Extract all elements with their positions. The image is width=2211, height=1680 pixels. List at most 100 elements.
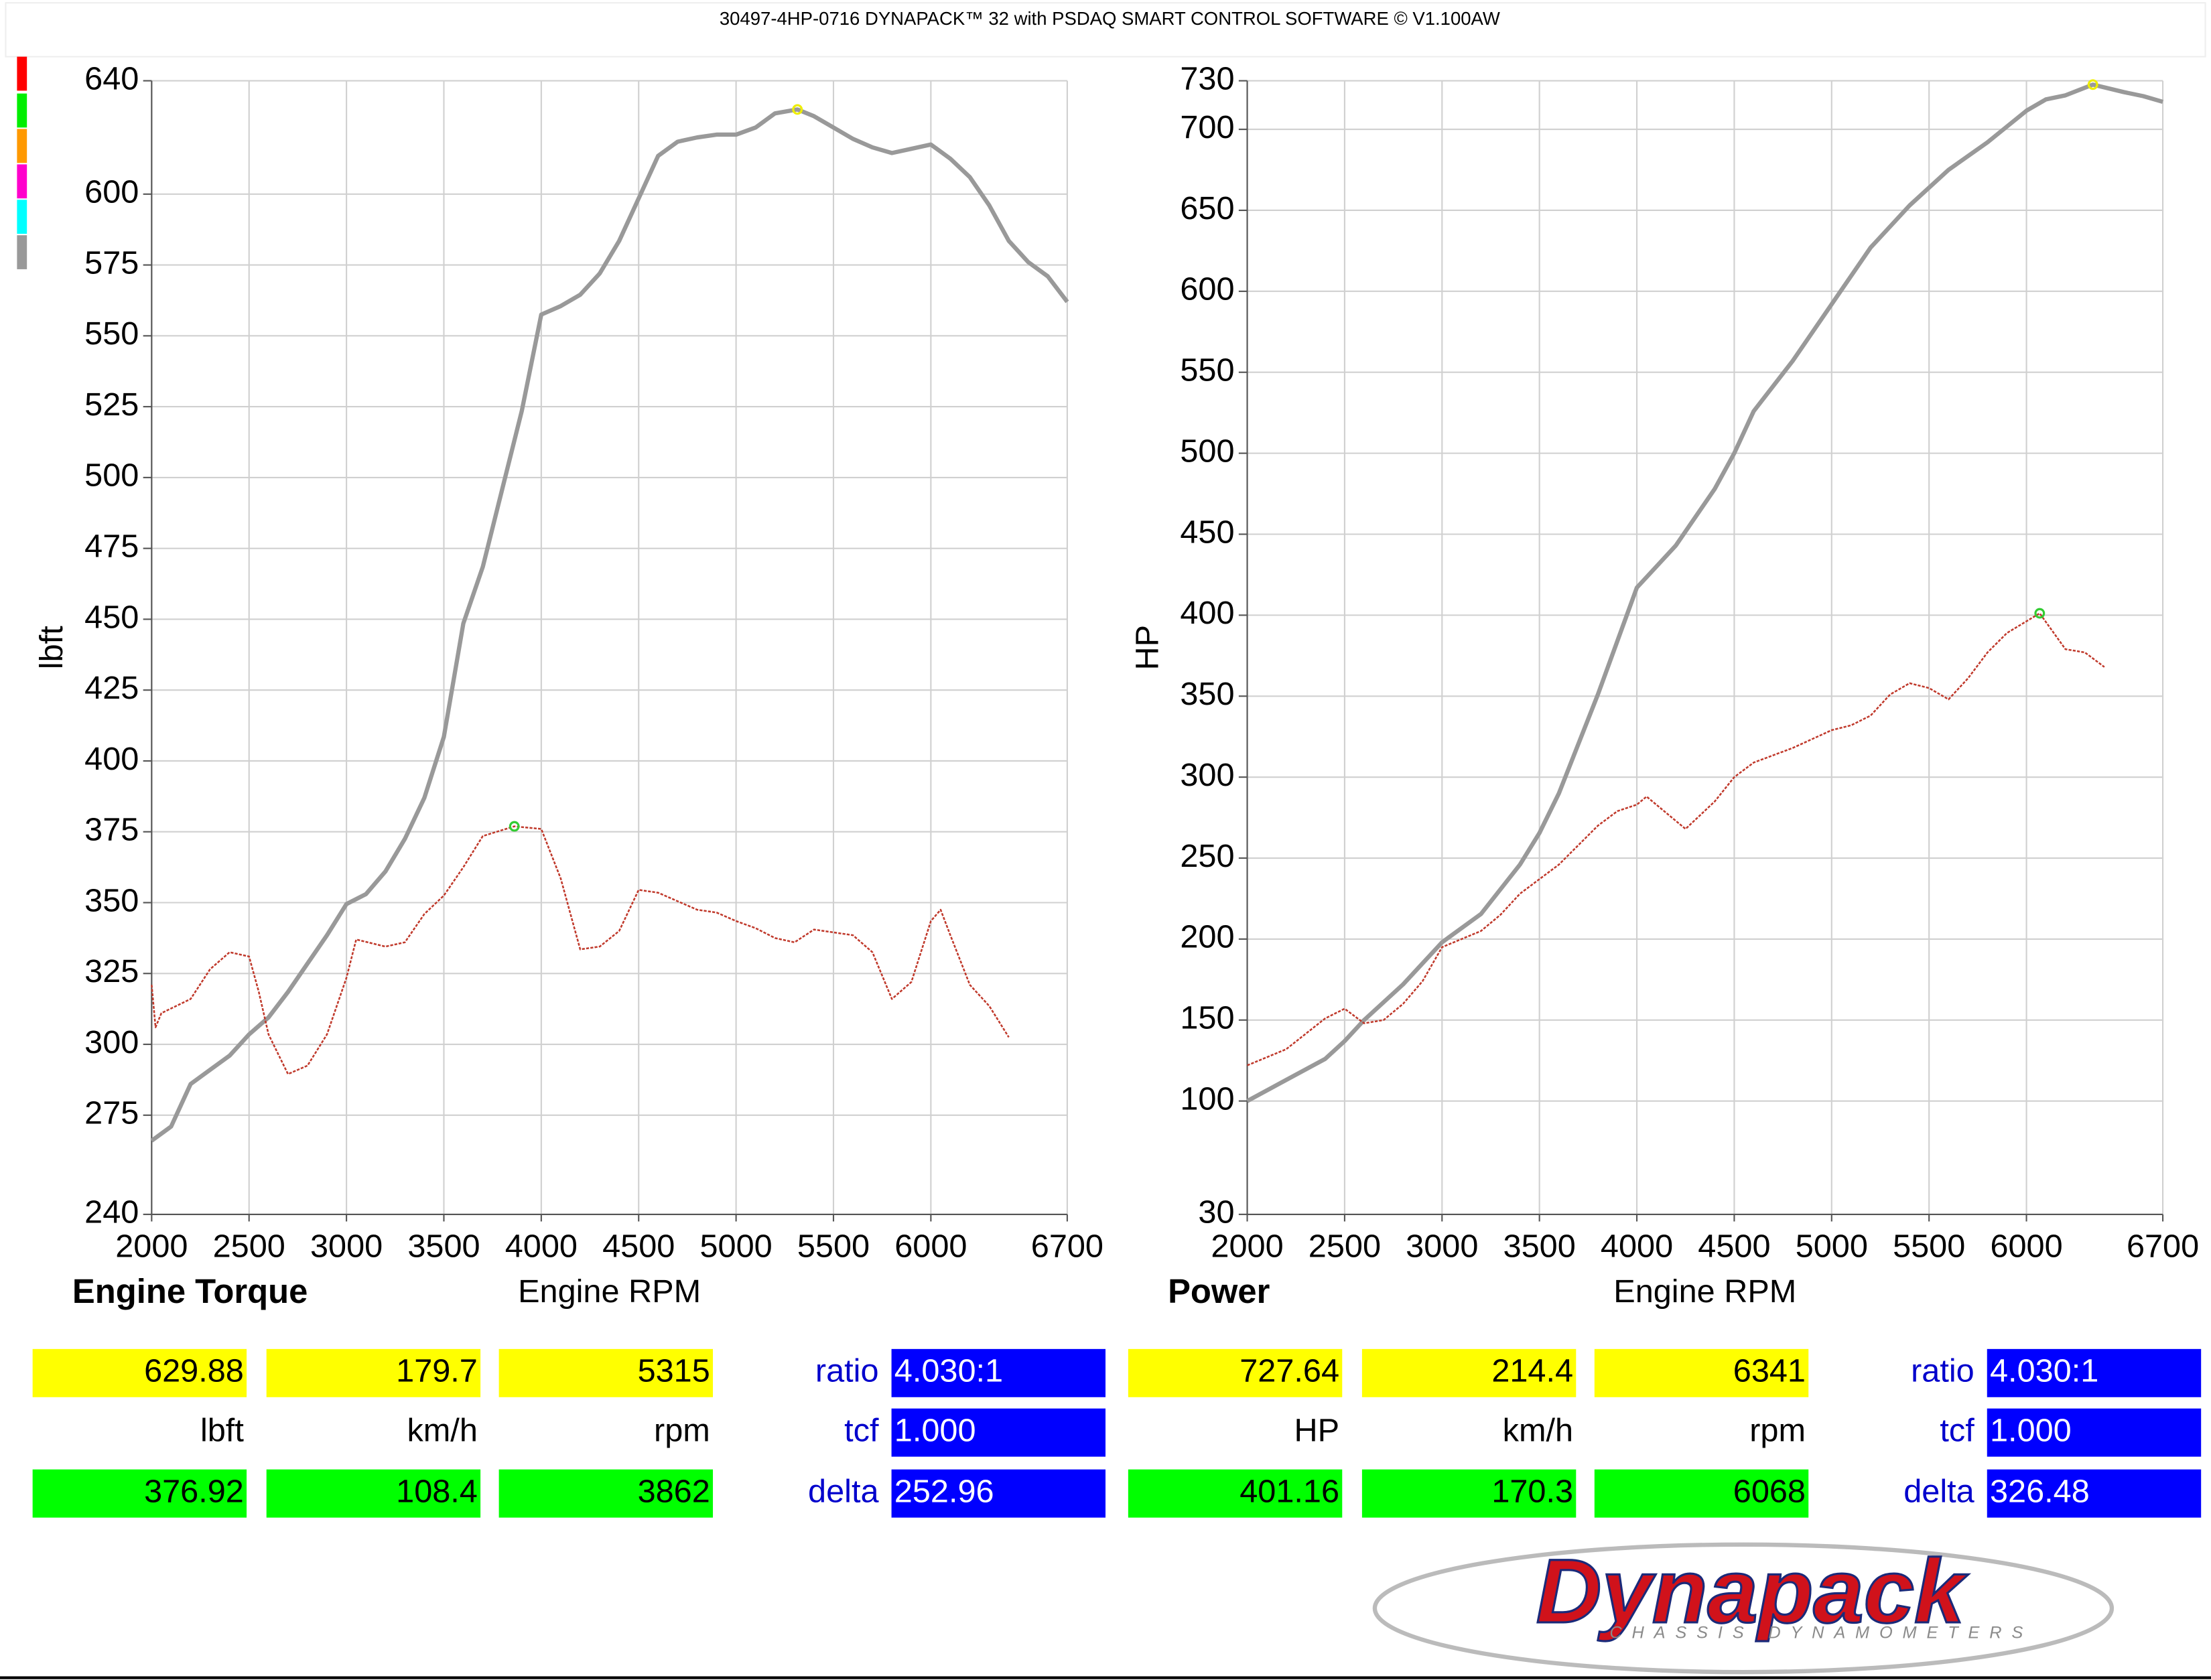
readout-cell: 3862 <box>638 1473 710 1509</box>
readout-value: 4.030:1 <box>1990 1353 2098 1389</box>
readout-value: 326.48 <box>1990 1473 2090 1509</box>
x-tick-label: 3000 <box>310 1228 383 1264</box>
readout-box <box>1594 1348 1809 1397</box>
y-tick-label: 240 <box>84 1194 139 1231</box>
readout-label: delta <box>1903 1473 1974 1509</box>
y-tick-label: 600 <box>1180 271 1234 307</box>
swatch <box>17 56 27 91</box>
chart-title: Engine Torque <box>72 1272 308 1310</box>
swatch <box>17 235 27 269</box>
y-tick-label: 500 <box>84 458 139 494</box>
y-tick-label: 350 <box>84 882 139 918</box>
y-axis-label: lbft <box>34 626 70 669</box>
x-tick-label: 5500 <box>797 1228 870 1264</box>
readout-cell: km/h <box>407 1412 477 1448</box>
readout-box <box>1361 1469 1577 1518</box>
readout-cell: 6068 <box>1733 1473 1806 1509</box>
readout-cell: HP <box>1294 1412 1339 1448</box>
x-tick-label: 5000 <box>699 1228 772 1264</box>
header-box <box>5 2 2206 58</box>
peak-marker <box>792 104 803 115</box>
swatch <box>17 129 27 163</box>
readout-box <box>1987 1408 2202 1457</box>
x-tick-label: 4000 <box>505 1228 578 1264</box>
logo: Dynapack CHASSIS DYNAMOMETERS <box>1372 1539 2115 1675</box>
y-tick-label: 200 <box>1180 919 1234 955</box>
y-tick-label: 600 <box>84 174 139 210</box>
readout-box <box>1128 1348 1343 1397</box>
x-tick-label: 6700 <box>2127 1228 2199 1264</box>
readout-label: tcf <box>844 1412 879 1448</box>
readout-cell: 170.3 <box>1491 1473 1573 1509</box>
y-tick-label: 425 <box>84 670 139 706</box>
x-axis-label: Engine RPM <box>518 1273 701 1310</box>
x-tick-label: 3000 <box>1406 1228 1478 1264</box>
peak-marker <box>2034 608 2046 619</box>
readout-cell: rpm <box>1749 1412 1806 1448</box>
y-tick-label: 450 <box>1180 514 1234 550</box>
series-line <box>1247 612 2105 1066</box>
readout-cell: 108.4 <box>396 1473 478 1509</box>
readout-cell: lbft <box>200 1412 244 1448</box>
series-line <box>151 825 1010 1075</box>
readout-box <box>266 1348 481 1397</box>
x-tick-label: 3500 <box>1503 1228 1576 1264</box>
y-tick-label: 550 <box>84 316 139 352</box>
readout-label: ratio <box>815 1353 879 1389</box>
peak-marker <box>509 821 520 832</box>
y-tick-label: 300 <box>84 1024 139 1060</box>
y-tick-label: 730 <box>1180 60 1234 96</box>
readout-box <box>1128 1469 1343 1518</box>
y-tick-label: 450 <box>84 599 139 635</box>
readout-box <box>891 1348 1106 1397</box>
y-tick-label: 475 <box>84 528 139 564</box>
readout-box <box>891 1469 1106 1518</box>
header-title: 30497-4HP-0716 DYNAPACK™ 32 with PSDAQ S… <box>720 8 1500 29</box>
y-tick-label: 350 <box>1180 676 1234 712</box>
y-axis-label: HP <box>1129 625 1165 671</box>
x-tick-label: 2500 <box>1309 1228 1381 1264</box>
readout-cell: 214.4 <box>1491 1353 1573 1389</box>
y-tick-label: 575 <box>84 244 139 281</box>
peak-marker <box>2087 79 2098 90</box>
y-tick-label: 325 <box>84 953 139 989</box>
readout-box <box>1987 1469 2202 1518</box>
x-tick-label: 4500 <box>1698 1228 1770 1264</box>
readout-cell: rpm <box>654 1412 710 1448</box>
x-tick-label: 6000 <box>1990 1228 2062 1264</box>
x-tick-label: 6000 <box>894 1228 967 1264</box>
y-tick-label: 250 <box>1180 838 1234 874</box>
x-tick-label: 6700 <box>1031 1228 1103 1264</box>
swatch <box>17 164 27 199</box>
y-tick-label: 700 <box>1180 109 1234 145</box>
readout-label: ratio <box>1911 1353 1974 1389</box>
y-tick-label: 650 <box>1180 190 1234 226</box>
y-tick-label: 150 <box>1180 1000 1234 1036</box>
y-tick-label: 400 <box>1180 595 1234 631</box>
y-tick-label: 640 <box>84 60 139 96</box>
readout-cell: km/h <box>1503 1412 1573 1448</box>
readout-value: 252.96 <box>894 1473 994 1509</box>
swatch <box>17 200 27 234</box>
y-tick-label: 375 <box>84 812 139 848</box>
x-tick-label: 5500 <box>1893 1228 1965 1264</box>
y-tick-label: 500 <box>1180 433 1234 469</box>
logo-swoosh <box>1372 1542 2115 1675</box>
y-tick-label: 550 <box>1180 352 1234 389</box>
y-tick-label: 400 <box>84 741 139 777</box>
x-tick-label: 4000 <box>1601 1228 1673 1264</box>
x-tick-label: 3500 <box>407 1228 480 1264</box>
readout-cell: 6341 <box>1733 1353 1806 1389</box>
readout-cell: 401.16 <box>1240 1473 1339 1509</box>
x-tick-label: 2000 <box>115 1228 188 1264</box>
readout-box <box>1361 1348 1577 1397</box>
x-tick-label: 2000 <box>1211 1228 1283 1264</box>
run-swatches <box>17 56 27 269</box>
readout-box <box>498 1469 714 1518</box>
x-axis-label: Engine RPM <box>1613 1273 1796 1310</box>
x-tick-label: 4500 <box>602 1228 675 1264</box>
readout-cell: 179.7 <box>396 1353 478 1389</box>
